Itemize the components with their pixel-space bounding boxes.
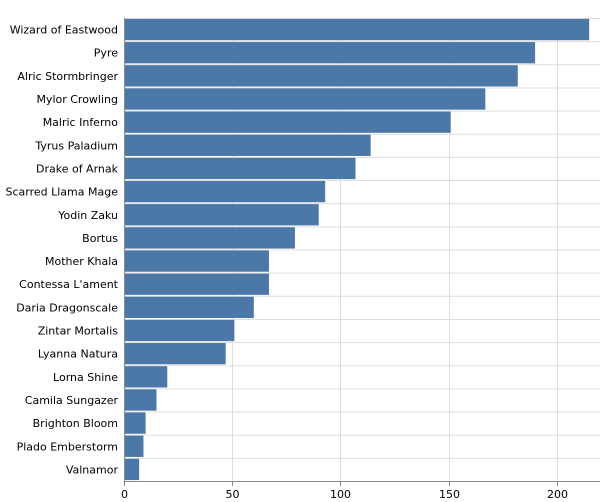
bar (124, 42, 536, 64)
category-labels: Wizard of Eastwood Pyre Alric Stormbringer… (6, 24, 119, 477)
bar (124, 296, 254, 319)
category-label: Alric Stormbringer (17, 70, 118, 83)
x-tick-label: 200 (547, 488, 568, 501)
bar (124, 157, 356, 180)
bar (124, 458, 140, 481)
category-label: Mylor Crowling (36, 93, 118, 106)
bar (124, 389, 157, 411)
category-label: Lyanna Natura (38, 348, 118, 361)
category-label: Scarred Llama Mage (6, 186, 119, 199)
category-label: Zintar Mortalis (38, 325, 119, 338)
bar (124, 18, 590, 41)
bar (124, 111, 451, 133)
bar (124, 435, 144, 457)
bar (124, 343, 226, 365)
bar (124, 180, 326, 203)
grid-lines (124, 18, 600, 482)
x-tick-label: 50 (226, 488, 240, 501)
bar (124, 273, 269, 295)
bar (124, 366, 168, 388)
bar (124, 250, 269, 272)
category-label: Malric Inferno (43, 116, 119, 129)
x-tick-label: 150 (439, 488, 460, 501)
bar (124, 412, 146, 434)
bar (124, 65, 518, 87)
bars (124, 18, 590, 481)
bar (124, 134, 371, 156)
bar (124, 319, 235, 342)
category-label: Drake of Arnak (36, 162, 119, 175)
category-label: Camila Sungazer (25, 394, 119, 407)
category-label: Pyre (94, 47, 118, 60)
category-label: Brighton Bloom (33, 417, 118, 430)
category-label: Mother Khala (45, 255, 118, 268)
bar (124, 227, 295, 249)
category-label: Plado Emberstorm (17, 440, 118, 453)
bar (124, 204, 319, 226)
category-label: Lorna Shine (53, 371, 118, 384)
x-tick-label: 0 (121, 488, 128, 501)
bar (124, 88, 486, 110)
category-label: Contessa L'ament (19, 278, 119, 291)
category-label: Yodin Zaku (57, 209, 118, 222)
category-label: Bortus (82, 232, 118, 245)
x-tick-label: 100 (330, 488, 351, 501)
category-label: Tyrus Paladium (34, 139, 118, 152)
x-axis: 0 50 100 150 200 (121, 18, 600, 501)
category-label: Daria Dragonscale (16, 301, 118, 314)
category-label: Wizard of Eastwood (10, 24, 118, 37)
category-label: Valnamor (66, 463, 119, 476)
